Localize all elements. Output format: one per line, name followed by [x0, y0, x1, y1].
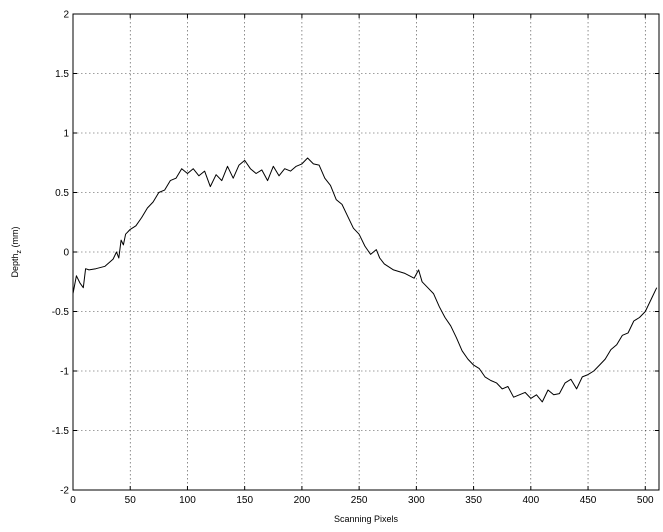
- x-axis-label: Scanning Pixels: [334, 514, 399, 524]
- y-tick-label: -2: [60, 486, 69, 497]
- y-axis-label-main: Depth: [10, 253, 20, 277]
- y-tick-label: 1: [63, 129, 69, 140]
- x-tick-label: 100: [179, 495, 196, 506]
- y-axis-label-subscript: z: [16, 249, 23, 253]
- grid: [73, 14, 659, 490]
- x-tick-label: 500: [637, 495, 654, 506]
- y-tick-label: 1.5: [55, 69, 69, 80]
- x-tick-label: 350: [465, 495, 482, 506]
- axis-ticks: 0 50 100 150 200 250 300 350 400 450 500 -2 -1.5 -1 -0…: [52, 10, 659, 506]
- y-tick-label: 0: [63, 248, 69, 259]
- x-tick-label: 300: [408, 495, 425, 506]
- y-tick-label: -1: [60, 367, 69, 378]
- y-axis-label: Depthz (mm): [10, 226, 23, 277]
- series-line-1: [72, 157, 658, 403]
- x-tick-label: 150: [236, 495, 253, 506]
- x-tick-label: 400: [522, 495, 539, 506]
- x-tick-label: 0: [70, 495, 76, 506]
- x-tick-label: 450: [580, 495, 597, 506]
- y-tick-label: -1.5: [52, 426, 70, 437]
- y-tick-label: 2: [63, 10, 69, 21]
- y-tick-label: -0.5: [52, 307, 70, 318]
- series-layer: [72, 157, 658, 403]
- x-tick-label: 50: [125, 495, 137, 506]
- y-axis-label-unit: (mm): [10, 226, 20, 250]
- y-tick-label: 0.5: [55, 188, 69, 199]
- x-tick-label: 250: [351, 495, 368, 506]
- x-tick-label: 200: [294, 495, 311, 506]
